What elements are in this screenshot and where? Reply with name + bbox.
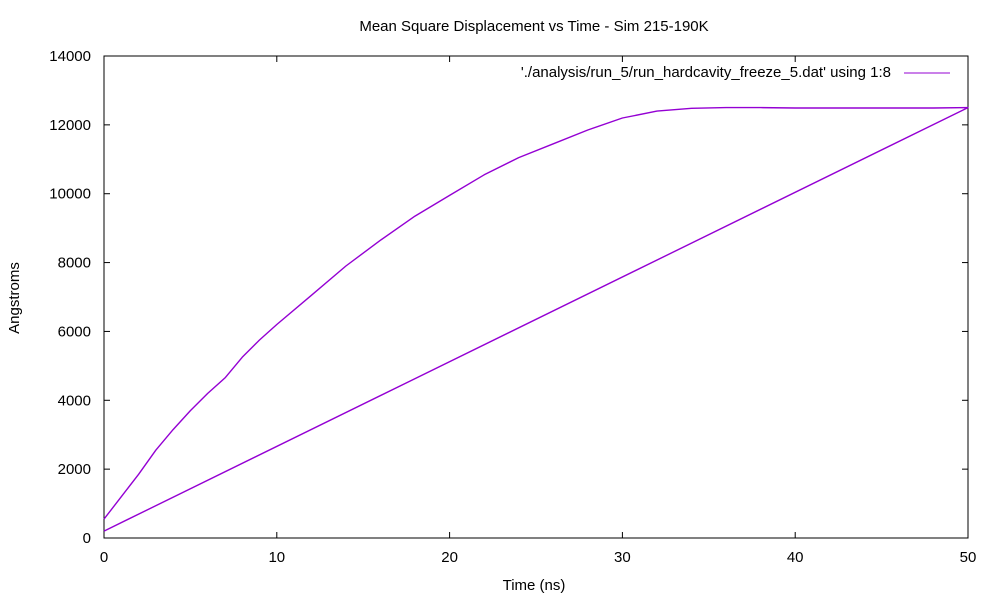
x-tick-label: 0	[100, 549, 108, 566]
y-axis: 0 2000 4000 6000 8000 10000 12000 14000	[49, 48, 968, 547]
y-tick-label: 10000	[49, 186, 91, 203]
x-tick-label: 30	[614, 549, 631, 566]
x-tick-label: 20	[441, 549, 458, 566]
x-axis-label: Time (ns)	[503, 577, 566, 594]
chart-title: Mean Square Displacement vs Time - Sim 2…	[359, 18, 708, 35]
x-tick-label: 10	[268, 549, 285, 566]
x-axis: 0 10 20 30 40 50	[100, 56, 977, 566]
legend-entry-label: './analysis/run_5/run_hardcavity_freeze_…	[521, 64, 891, 81]
y-tick-label: 8000	[58, 255, 91, 272]
plot-frame	[103, 55, 969, 539]
series-layer	[103, 106, 969, 532]
series-line	[103, 106, 969, 532]
y-tick-label: 2000	[58, 461, 91, 478]
plot-border	[103, 55, 969, 539]
y-tick-label: 14000	[49, 48, 91, 65]
y-tick-label: 12000	[49, 117, 91, 134]
y-tick-label: 6000	[58, 323, 91, 340]
y-axis-label: Angstroms	[6, 262, 23, 334]
legend: './analysis/run_5/run_hardcavity_freeze_…	[521, 64, 950, 81]
x-tick-label: 50	[960, 549, 977, 566]
y-tick-label: 4000	[58, 392, 91, 409]
x-tick-label: 40	[787, 549, 804, 566]
y-tick-label: 0	[83, 530, 91, 547]
